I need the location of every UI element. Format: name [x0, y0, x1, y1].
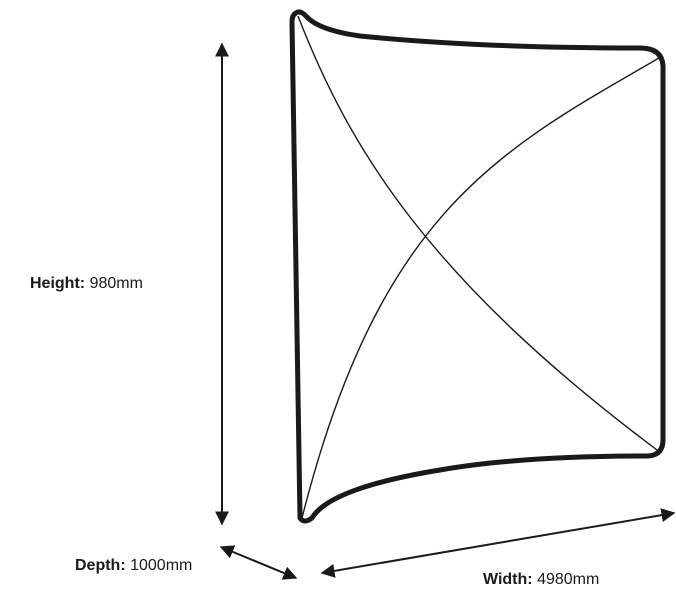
depth-key: Depth:	[75, 557, 126, 574]
height-dimension-label: Height: 980mm	[30, 274, 143, 294]
width-value: 4980mm	[537, 571, 600, 588]
depth-value: 1000mm	[130, 557, 193, 574]
width-dimension-label: Width: 4980mm	[483, 570, 599, 590]
width-arrow	[320, 508, 676, 578]
height-key: Height:	[30, 275, 86, 292]
depth-dimension-label: Depth: 1000mm	[75, 556, 192, 576]
frame-outline	[289, 9, 666, 524]
fabric-diagonal-top-left-to-bottom-right	[297, 15, 658, 451]
height-value: 980mm	[89, 275, 143, 292]
width-key: Width:	[483, 571, 533, 588]
fabric-diagonal-top-right-to-bottom-left	[301, 57, 660, 519]
depth-arrow	[219, 545, 298, 580]
